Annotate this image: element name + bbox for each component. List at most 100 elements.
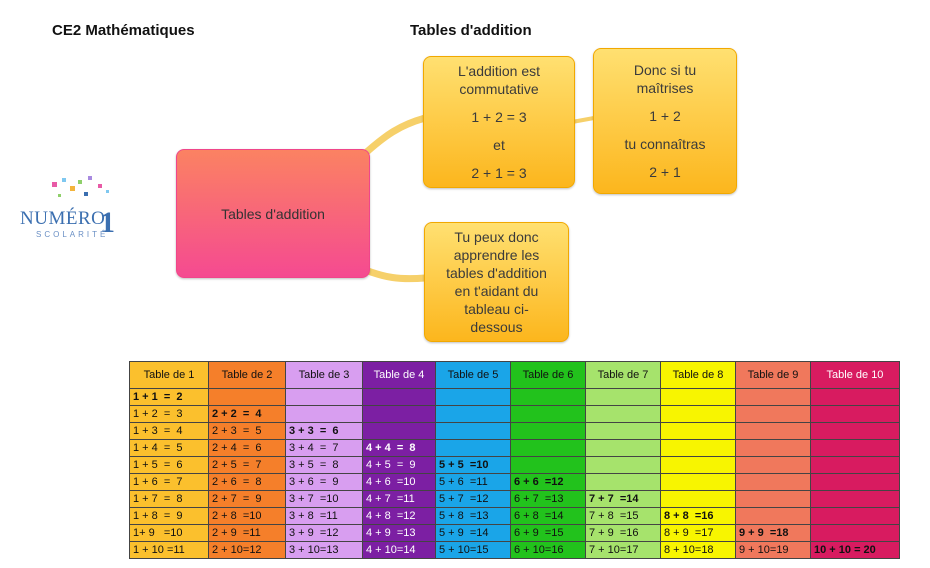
bubble-line: tableau ci- (464, 301, 529, 317)
table-cell: 4 + 9 =13 (362, 524, 436, 542)
table-cell (810, 490, 900, 508)
table-cell: 5 + 7 =12 (435, 490, 511, 508)
table-cell (735, 439, 811, 457)
table-cell (660, 473, 736, 491)
table-cell: 1 + 5 = 6 (129, 456, 209, 474)
table-cell (810, 388, 900, 406)
table-cell: 4 + 7 =11 (362, 490, 436, 508)
table-header-cell: Table de 8 (660, 361, 736, 389)
table-cell (735, 422, 811, 440)
subject-title: CE2 Mathématiques (52, 22, 195, 39)
table-cell (735, 490, 811, 508)
bubble-line: maîtrises (636, 80, 694, 96)
central-node: Tables d'addition (176, 149, 370, 278)
confetti-icon (52, 176, 109, 197)
table-cell: 9 + 9 =18 (735, 524, 811, 542)
table-cell (810, 405, 900, 423)
table-cell: 1 + 10 =11 (129, 541, 209, 559)
table-cell: 5 + 10=15 (435, 541, 511, 559)
commutative-bubble: L'addition est commutative 1 + 2 = 3 et … (423, 56, 575, 188)
page-title: Tables d'addition (410, 22, 532, 39)
table-cell: 2 + 4 = 6 (208, 439, 286, 457)
table-header-cell: Table de 4 (362, 361, 436, 389)
table-cell (585, 405, 661, 423)
table-header-cell: Table de 3 (285, 361, 363, 389)
bubble-line: et (493, 137, 505, 153)
table-cell (510, 388, 586, 406)
table-cell: 8 + 10=18 (660, 541, 736, 559)
logo-number: 1 (100, 206, 115, 239)
bubble-line: L'addition est (457, 63, 541, 79)
table-cell: 1+ 9 =10 (129, 524, 209, 542)
table-header-cell: Table de 7 (585, 361, 661, 389)
bubble-line: Tu peux donc (454, 229, 539, 245)
central-node-label: Tables d'addition (221, 205, 325, 222)
bubble-line: 2 + 1 (649, 164, 681, 180)
bubble-line: apprendre les (453, 247, 540, 263)
table-cell (735, 507, 811, 525)
table-cell: 5 + 8 =13 (435, 507, 511, 525)
table-cell (510, 456, 586, 474)
table-cell: 7 + 10=17 (585, 541, 661, 559)
table-cell (585, 456, 661, 474)
table-cell: 4 + 6 =10 (362, 473, 436, 491)
table-cell: 5 + 5 =10 (435, 456, 511, 474)
table-cell: 3 + 9 =12 (285, 524, 363, 542)
table-cell (810, 439, 900, 457)
table-cell: 3 + 3 = 6 (285, 422, 363, 440)
table-cell (362, 388, 436, 406)
table-cell: 5 + 9 =14 (435, 524, 511, 542)
table-cell: 3 + 7 =10 (285, 490, 363, 508)
table-cell: 4 + 4 = 8 (362, 439, 436, 457)
table-cell: 1 + 1 = 2 (129, 388, 209, 406)
bubble-line: en t'aidant du (454, 283, 539, 299)
table-header-row: Table de 1 Table de 2 Table de 3 Table de 4… (129, 361, 900, 389)
table-cell (660, 388, 736, 406)
table-cell: 2 + 9 =11 (208, 524, 286, 542)
table-header-cell: Table de 1 (129, 361, 209, 389)
table-cell: 6 + 10=16 (510, 541, 586, 559)
table-cell: 7 + 7 =14 (585, 490, 661, 508)
table-cell: 1 + 4 = 5 (129, 439, 209, 457)
table-cell: 3 + 8 =11 (285, 507, 363, 525)
table-cell (810, 524, 900, 542)
table-cell: 2 + 10=12 (208, 541, 286, 559)
table-header-cell: Table de 9 (735, 361, 811, 389)
table-cell: 2 + 2 = 4 (208, 405, 286, 423)
table-cell: 3 + 5 = 8 (285, 456, 363, 474)
table-cell (660, 422, 736, 440)
table-cell: 4 + 10=14 (362, 541, 436, 559)
table-cell: 1 + 6 = 7 (129, 473, 209, 491)
table-cell: 2 + 8 =10 (208, 507, 286, 525)
table-cell (735, 388, 811, 406)
table-cell: 1 + 2 = 3 (129, 405, 209, 423)
table-cell: 2 + 3 = 5 (208, 422, 286, 440)
table-cell: 3 + 4 = 7 (285, 439, 363, 457)
connector-right (570, 116, 596, 124)
table-cell: 3 + 10=13 (285, 541, 363, 559)
table-cell (285, 405, 363, 423)
table-cell (362, 405, 436, 423)
table-header-cell: Table de 5 (435, 361, 511, 389)
table-cell: 7 + 8 =15 (585, 507, 661, 525)
table-cell (285, 388, 363, 406)
numero1-logo: NUMÉRO 1 SCOLARITÉ (18, 172, 130, 252)
table-row: 1 + 10 =11 2 + 10=12 3 + 10=13 4 + 10=14 5 +… (129, 541, 900, 559)
table-header-cell: Table de 6 (510, 361, 586, 389)
table-cell: 1 + 3 = 4 (129, 422, 209, 440)
table-cell (435, 422, 511, 440)
table-cell (810, 507, 900, 525)
table-cell (435, 388, 511, 406)
table-cell: 3 + 6 = 9 (285, 473, 363, 491)
table-row: 1 + 1 = 2 (129, 388, 900, 406)
logo-name: NUMÉRO (20, 208, 106, 229)
bubble-line: dessous (470, 319, 523, 335)
table-cell (735, 473, 811, 491)
table-cell (660, 439, 736, 457)
table-cell: 1 + 7 = 8 (129, 490, 209, 508)
